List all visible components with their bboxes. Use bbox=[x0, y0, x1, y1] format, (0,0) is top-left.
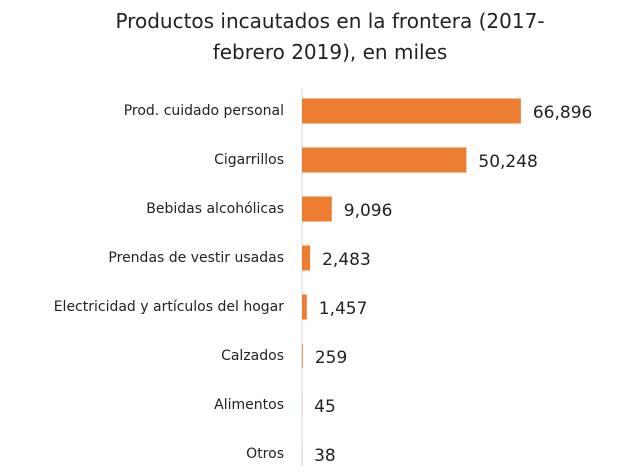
value-label: 50,248 bbox=[478, 152, 537, 172]
bar bbox=[302, 245, 311, 271]
value-label: 66,896 bbox=[533, 103, 592, 123]
value-label: 2,483 bbox=[322, 250, 371, 270]
category-label: Prendas de vestir usadas bbox=[108, 250, 284, 266]
value-label: 38 bbox=[314, 446, 336, 466]
bar bbox=[302, 294, 307, 320]
value-label: 1,457 bbox=[319, 299, 368, 319]
bar bbox=[302, 196, 332, 222]
bar bbox=[302, 147, 467, 173]
value-label: 45 bbox=[314, 397, 336, 417]
category-label: Alimentos bbox=[214, 397, 284, 413]
category-label: Bebidas alcohólicas bbox=[146, 201, 284, 217]
category-label: Electricidad y artículos del hogar bbox=[54, 299, 285, 315]
chart-title: Productos incautados en la frontera (201… bbox=[115, 9, 545, 64]
value-label: 259 bbox=[315, 348, 347, 368]
bar bbox=[302, 343, 303, 369]
category-label: Cigarrillos bbox=[214, 152, 284, 168]
bar bbox=[302, 98, 521, 124]
value-label: 9,096 bbox=[344, 201, 393, 221]
category-label: Calzados bbox=[221, 348, 284, 364]
category-label: Prod. cuidado personal bbox=[124, 103, 284, 119]
category-label: Otros bbox=[246, 446, 284, 462]
